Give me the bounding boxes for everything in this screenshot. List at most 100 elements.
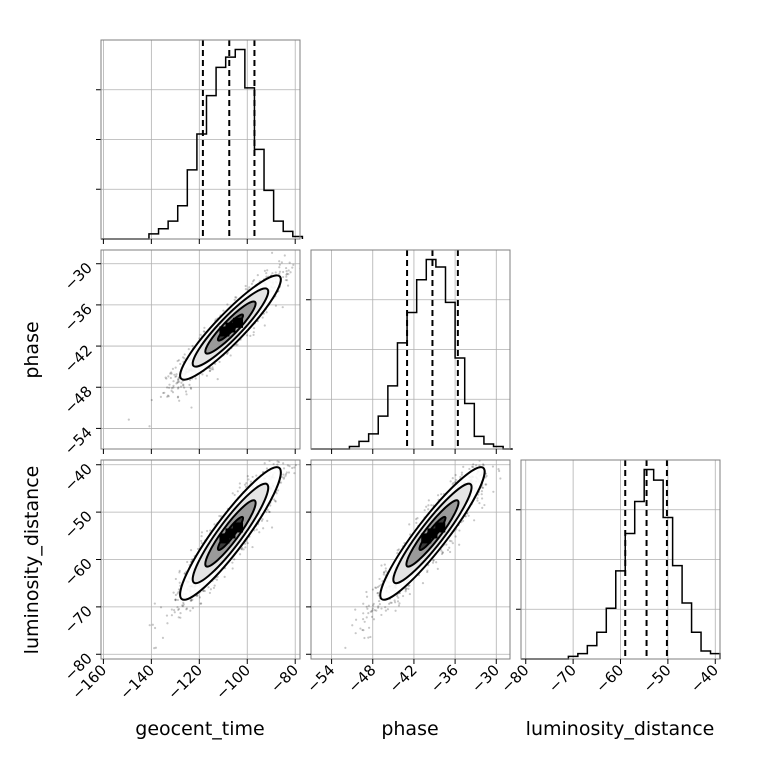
xlabel-phase: phase	[381, 718, 438, 740]
sample-point	[250, 282, 254, 285]
sample-point	[377, 599, 381, 603]
sample-point	[231, 567, 234, 570]
sample-point	[458, 543, 461, 546]
sample-point	[294, 464, 297, 467]
sample-point	[390, 601, 393, 604]
sample-point	[176, 387, 180, 390]
sample-point	[179, 616, 182, 619]
sample-point	[244, 485, 248, 488]
sample-point	[172, 386, 175, 389]
sample-point	[458, 529, 461, 532]
sample-point	[243, 542, 247, 545]
sample-point	[172, 384, 175, 387]
sample-point	[265, 272, 268, 275]
sample-point	[394, 601, 397, 604]
sample-point	[275, 492, 278, 495]
sample-point	[211, 366, 214, 369]
sample-point	[382, 573, 385, 576]
sample-point	[484, 476, 487, 479]
sample-point	[209, 369, 212, 372]
sample-point	[244, 284, 247, 288]
sample-point	[366, 607, 369, 610]
sample-point	[153, 626, 157, 630]
sample-point	[188, 383, 191, 386]
panels: −80 −70 −60 −50 −40−54−48−42−36−30−160 −140 −1…	[61, 39, 722, 703]
sample-point	[211, 368, 215, 371]
sample-point	[292, 263, 295, 267]
sample-point	[491, 465, 495, 468]
sample-point	[266, 519, 269, 522]
sample-point	[175, 382, 178, 385]
sample-point	[198, 596, 202, 599]
sample-point	[287, 273, 290, 276]
sample-point	[265, 510, 268, 514]
sample-point	[170, 608, 173, 611]
sample-point	[266, 269, 269, 272]
joint-panel-phase-luminosity-distance: −54 −48 −42 −36 −30	[303, 459, 511, 696]
sample-point	[202, 330, 205, 333]
sample-point	[401, 594, 405, 598]
sample-point	[377, 605, 380, 608]
sample-point	[427, 508, 430, 511]
sample-point	[176, 359, 179, 363]
sample-point	[177, 607, 181, 611]
sample-point	[175, 373, 178, 376]
sample-point	[404, 590, 407, 593]
sample-point	[375, 586, 378, 590]
sample-point	[222, 309, 225, 312]
sample-point	[161, 636, 165, 639]
sample-point	[354, 618, 358, 621]
sample-point	[468, 467, 471, 471]
sample-point	[181, 605, 185, 608]
sample-point	[251, 545, 254, 549]
sample-point	[166, 386, 169, 389]
panel-frame	[100, 249, 301, 450]
density-peak	[233, 522, 244, 533]
sample-point	[396, 600, 400, 603]
sample-point	[148, 624, 151, 627]
sample-point	[240, 546, 244, 549]
sample-point	[285, 279, 289, 282]
sample-point	[276, 489, 280, 492]
sample-point	[451, 483, 454, 486]
sample-point	[262, 527, 265, 530]
sample-point	[213, 523, 216, 526]
sample-point	[288, 261, 291, 264]
sample-point	[236, 343, 239, 346]
sample-point	[248, 286, 251, 289]
sample-point	[177, 608, 180, 612]
sample-point	[432, 559, 435, 562]
sample-point	[383, 571, 386, 574]
sample-point	[231, 492, 234, 495]
sample-point	[172, 609, 176, 612]
sample-point	[274, 304, 278, 307]
sample-point	[445, 543, 448, 546]
sample-point	[278, 263, 281, 266]
sample-point	[384, 609, 388, 612]
sample-point	[448, 539, 452, 542]
sample-point	[183, 572, 186, 575]
sample-point	[270, 251, 274, 254]
sample-point	[231, 561, 234, 564]
joint-plot-area	[101, 250, 300, 449]
density-peak	[225, 528, 236, 539]
sample-point	[255, 528, 258, 531]
sample-point	[200, 541, 203, 545]
sample-point	[214, 362, 217, 366]
sample-point	[218, 514, 221, 518]
sample-point	[214, 318, 217, 321]
sample-point	[344, 646, 347, 649]
sample-point	[427, 504, 430, 507]
sample-point	[208, 591, 212, 595]
sample-point	[177, 379, 180, 382]
sample-point	[285, 270, 288, 273]
sample-point	[208, 369, 211, 373]
density-peak	[427, 528, 438, 539]
sample-point	[376, 591, 380, 595]
sample-point	[481, 506, 484, 509]
sample-point	[183, 572, 187, 575]
sample-point	[203, 326, 206, 329]
sample-point	[440, 549, 443, 552]
sample-point	[265, 467, 269, 470]
